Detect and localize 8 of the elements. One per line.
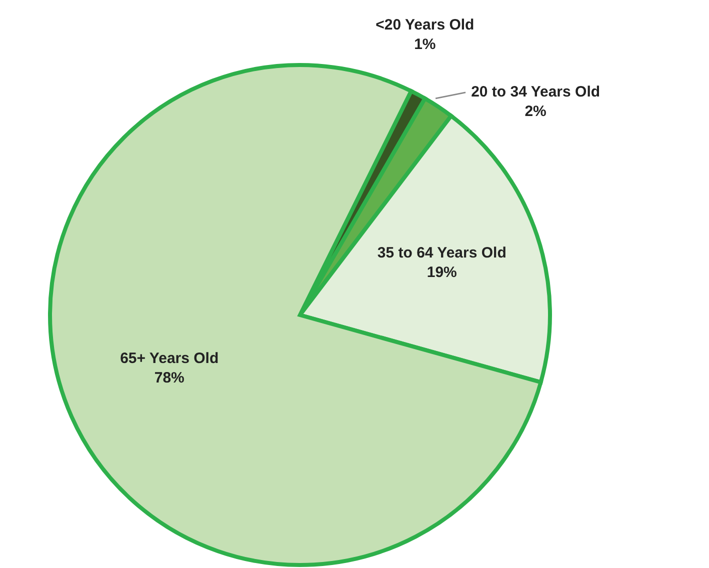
slice-label: 65+ Years Old	[120, 350, 219, 367]
slice-label: 35 to 64 Years Old	[377, 244, 506, 262]
slice-label: <20 Years Old	[376, 16, 474, 34]
slice-label: 20 to 34 Years Old	[471, 83, 600, 100]
data-label: 19%	[426, 264, 457, 282]
data-label: 78%	[154, 369, 184, 386]
data-label: 1%	[414, 36, 436, 54]
data-label: 2%	[524, 102, 546, 120]
